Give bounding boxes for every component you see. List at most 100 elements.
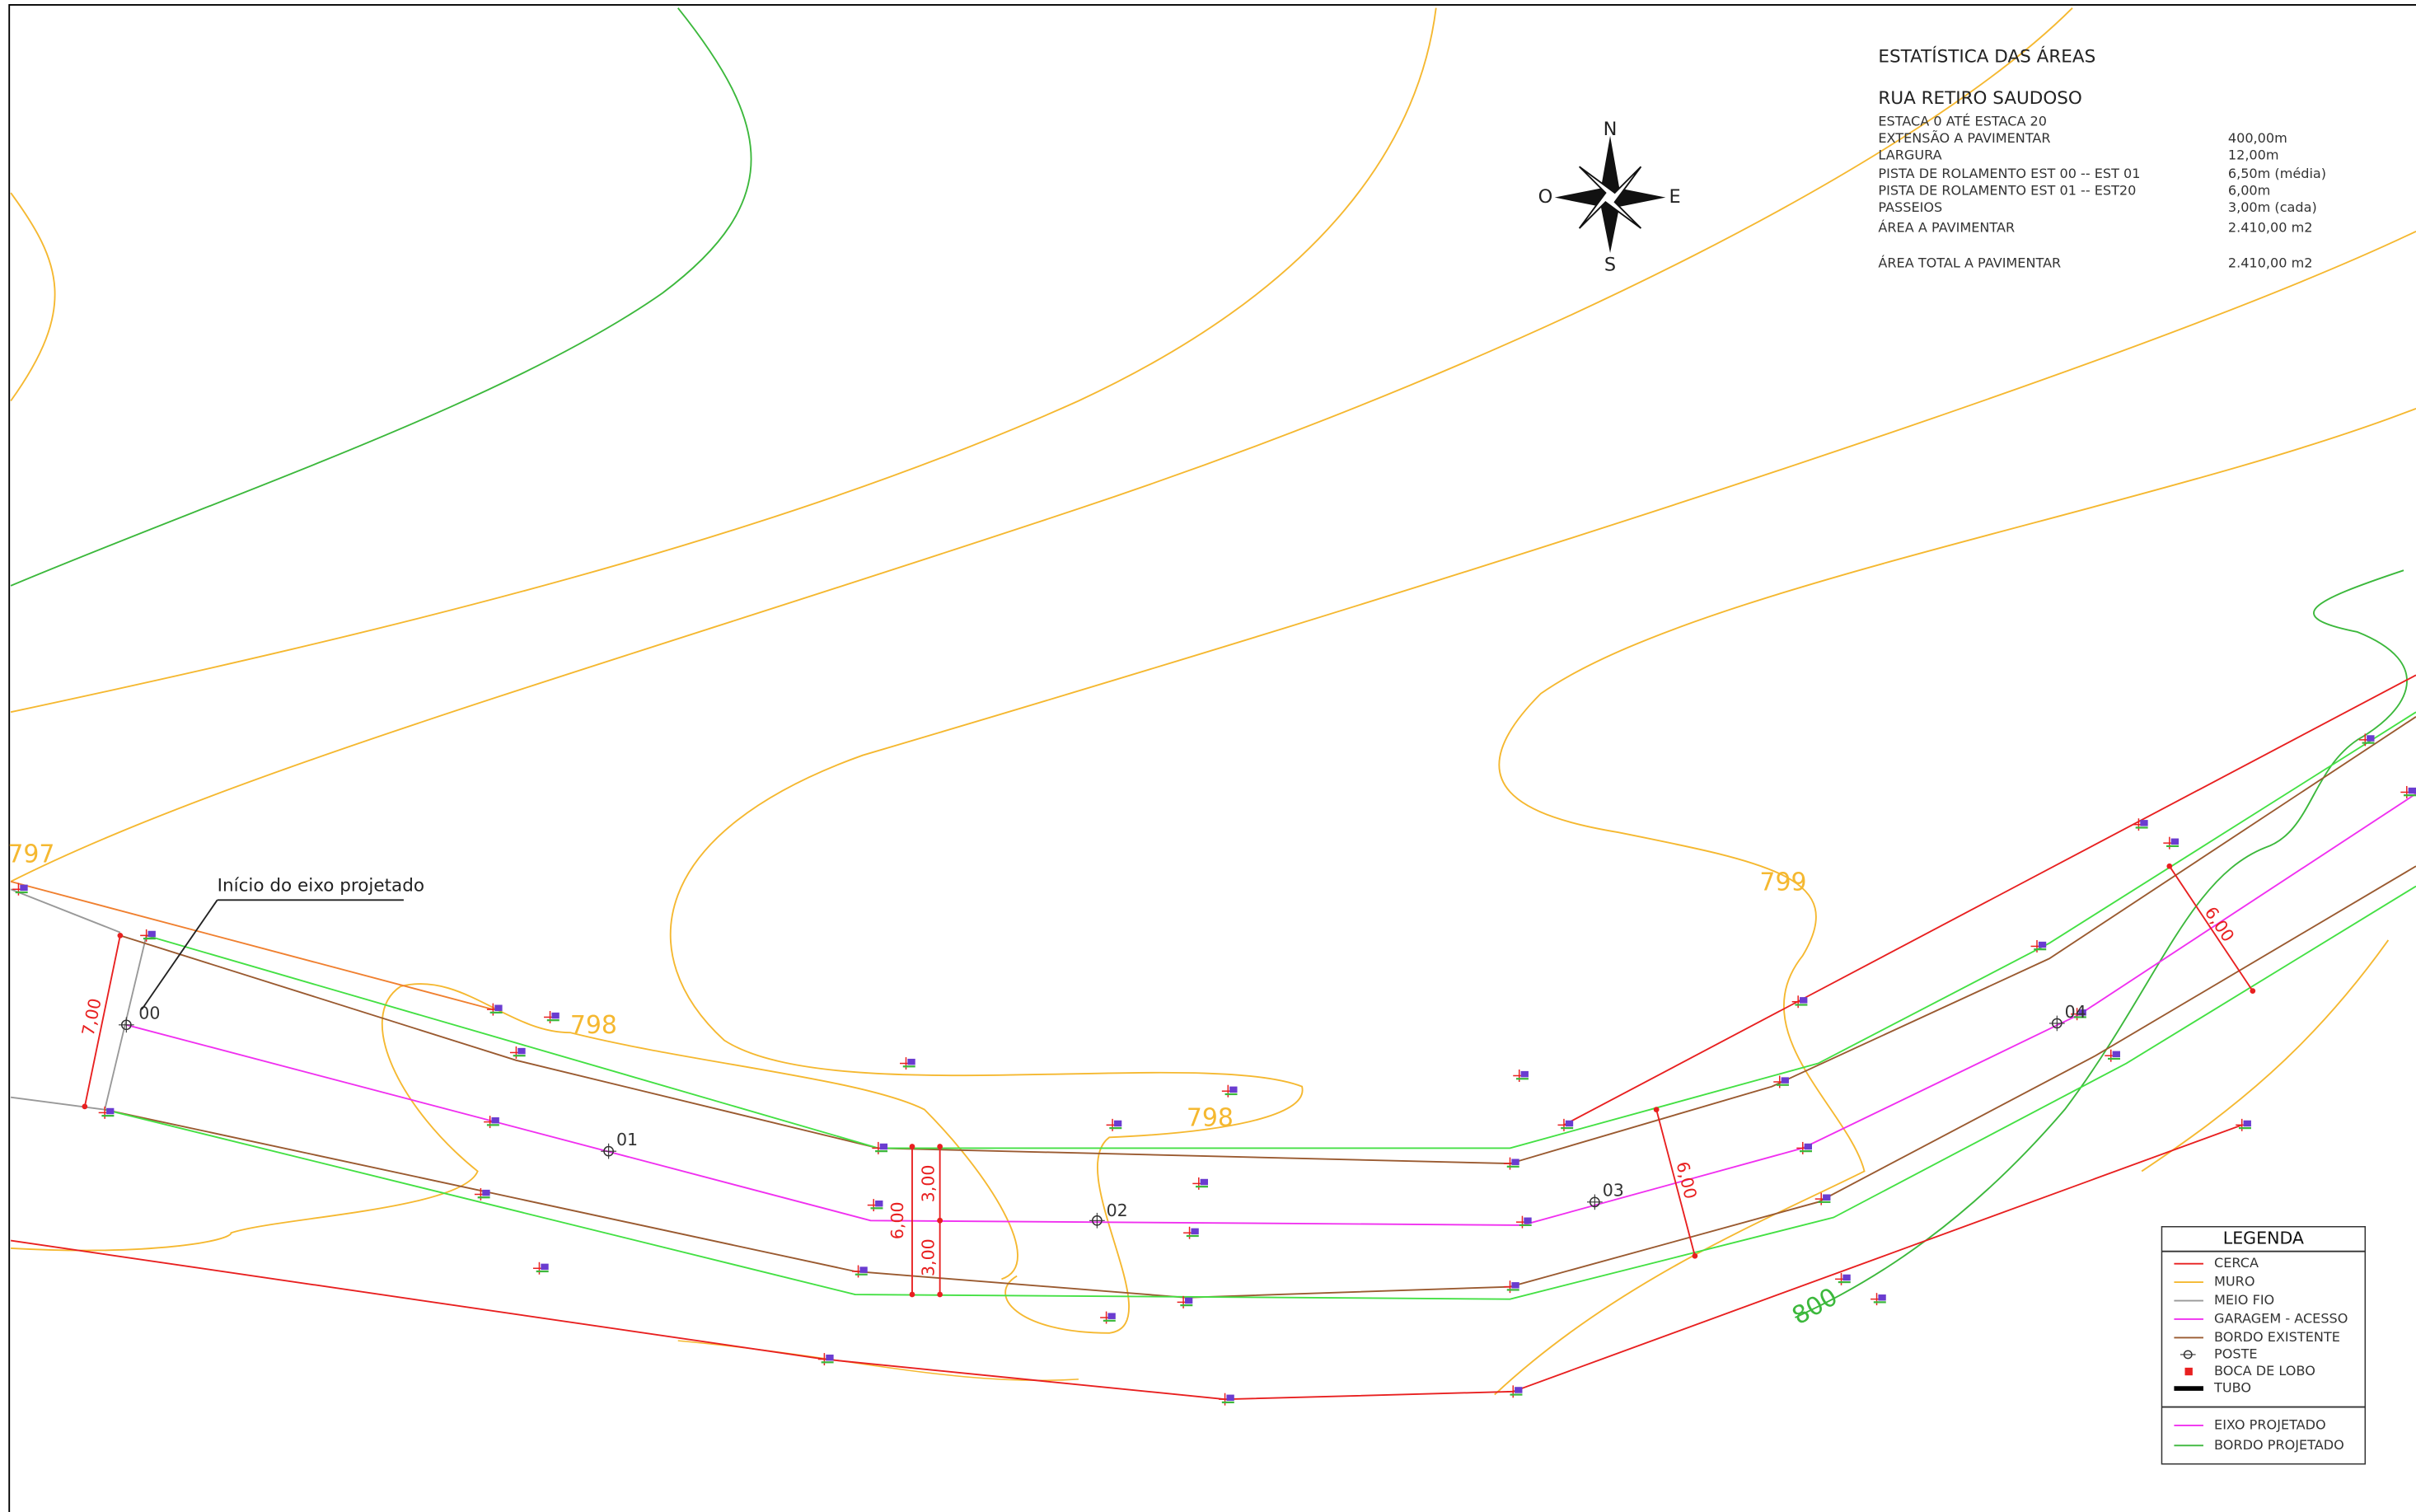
post-block	[859, 1266, 868, 1273]
dimension-dot	[2250, 988, 2256, 995]
post-symbol	[1192, 1177, 1208, 1190]
post-block	[875, 1200, 883, 1207]
post-symbol	[1871, 1293, 1886, 1306]
post-block	[1511, 1282, 1519, 1289]
post-block	[1229, 1086, 1238, 1093]
post-block	[491, 1116, 499, 1124]
legend-title: LEGENDA	[2223, 1229, 2304, 1248]
post-symbol	[1773, 1075, 1789, 1088]
post-block	[1113, 1120, 1122, 1127]
legend-item: BORDO EXISTENTE	[2214, 1329, 2340, 1345]
stats-label: PASSEIOS	[1878, 199, 1942, 215]
contour	[1795, 569, 2408, 1318]
legend-item: POSTE	[2214, 1346, 2258, 1361]
post-block	[494, 1004, 503, 1011]
stats-label: ÁREA A PAVIMENTAR	[1878, 220, 2015, 236]
dimension-label: 3,00	[919, 1238, 939, 1276]
stats-value: 6,50m (média)	[2228, 166, 2326, 181]
curb	[10, 1096, 105, 1111]
post-block	[1804, 1143, 1812, 1150]
post-block	[1842, 1274, 1851, 1281]
post-block	[147, 930, 156, 938]
dimension-dot	[909, 1144, 915, 1149]
post-block	[2170, 838, 2180, 845]
dimension-dot	[909, 1291, 915, 1298]
legend-item: MEIO FIO	[2214, 1292, 2274, 1308]
contour	[10, 7, 752, 587]
post-symbol	[484, 1116, 499, 1129]
contour	[2141, 939, 2390, 1173]
post-block	[1511, 1159, 1519, 1165]
contour	[10, 7, 2073, 882]
post-symbol	[1106, 1118, 1122, 1131]
post-block	[517, 1047, 526, 1055]
post-block	[1226, 1394, 1234, 1402]
dimension-dot	[2166, 863, 2173, 869]
post-symbol	[1504, 1157, 1519, 1170]
station-label: 00	[138, 1004, 160, 1023]
dimension-line	[2169, 865, 2254, 992]
legend-item: BORDO PROJETADO	[2214, 1437, 2344, 1453]
post-block	[2038, 941, 2047, 948]
post-symbol	[1506, 1385, 1523, 1398]
post-symbol	[509, 1046, 526, 1059]
compass-star	[1578, 166, 1642, 229]
post-block	[2078, 1009, 2086, 1016]
legend-item: EIXO PROJETADO	[2214, 1416, 2326, 1432]
post-symbol	[2030, 939, 2047, 953]
post-symbol	[98, 1106, 115, 1119]
post-symbol	[1796, 1141, 1812, 1154]
fence	[1563, 674, 2416, 1126]
post-symbol	[474, 1188, 490, 1201]
contour-label: 798	[570, 1011, 617, 1040]
post-block	[1781, 1077, 1789, 1084]
axis-projected	[126, 793, 2416, 1226]
post-block	[1184, 1297, 1193, 1304]
dimension-dot	[1692, 1252, 1698, 1259]
contour-label: 799	[1759, 868, 1806, 896]
post-symbol	[872, 1141, 888, 1154]
post-symbol	[532, 1262, 549, 1275]
post-block	[2408, 787, 2416, 794]
post-block	[482, 1189, 490, 1196]
post-block	[879, 1143, 888, 1150]
post-block	[1878, 1294, 1886, 1301]
post-symbol	[867, 1199, 883, 1212]
stats-value: 12,00m	[2228, 147, 2279, 163]
contour	[11, 983, 1018, 1280]
post-symbol	[1791, 995, 1808, 1009]
post-symbol	[1221, 1084, 1238, 1098]
edge-existing	[119, 716, 2416, 1165]
dimension-dot	[937, 1144, 943, 1149]
post-block	[551, 1012, 560, 1019]
station-label: 04	[2065, 1002, 2086, 1022]
legend-item: GARAGEM - ACESSO	[2214, 1310, 2348, 1326]
stats-label: PISTA DE ROLAMENTO EST 01 -- EST20	[1878, 183, 2136, 199]
post-symbol	[1515, 1215, 1532, 1229]
dimension-label: 6,00	[887, 1201, 907, 1239]
post-symbol	[817, 1353, 834, 1366]
post-block	[2367, 735, 2375, 742]
post-symbol	[1219, 1393, 1234, 1406]
post-block	[1823, 1194, 1831, 1201]
post-block	[907, 1058, 915, 1065]
legend-item: CERCA	[2214, 1255, 2259, 1271]
post-symbol	[2071, 1008, 2086, 1021]
stats-label: LARGURA	[1878, 147, 1941, 163]
stats-label: EXTENSÃO A PAVIMENTAR	[1878, 130, 2050, 146]
contour	[10, 192, 56, 402]
stats-title: ESTATÍSTICA DAS ÁREAS	[1878, 46, 2095, 68]
station-label: 03	[1603, 1181, 1624, 1201]
contour-label: 800	[1787, 1282, 1842, 1331]
dimension-dot	[117, 932, 124, 939]
dimension-line	[83, 935, 121, 1107]
post-symbol	[1513, 1070, 1529, 1082]
contour	[1494, 407, 2416, 1396]
fence	[10, 1124, 2243, 1401]
stats-value: 2.410,00 m2	[2228, 220, 2313, 236]
curb	[104, 935, 147, 1110]
contour-label: 798	[1187, 1103, 1234, 1132]
post-block	[1800, 997, 1808, 1004]
post-symbol	[1504, 1280, 1519, 1294]
post-symbol	[2163, 836, 2180, 850]
